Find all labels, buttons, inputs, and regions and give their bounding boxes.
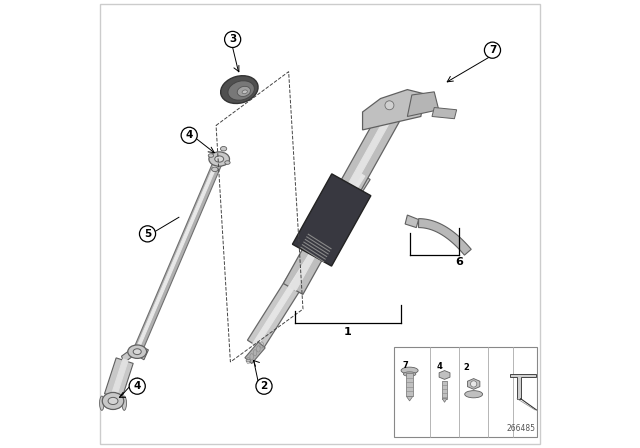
Circle shape [129,378,145,394]
Text: 5: 5 [144,229,151,239]
Polygon shape [442,399,447,402]
Text: 7: 7 [403,361,408,370]
Text: 266485: 266485 [506,424,535,433]
Ellipse shape [208,154,214,157]
Polygon shape [509,374,536,399]
Polygon shape [133,157,223,353]
Polygon shape [122,348,136,363]
Ellipse shape [242,90,248,94]
Ellipse shape [403,372,416,376]
Text: 2: 2 [260,381,268,391]
Ellipse shape [133,349,141,355]
Circle shape [140,226,156,242]
Polygon shape [419,219,471,255]
Ellipse shape [100,396,104,410]
Circle shape [484,42,500,58]
Polygon shape [245,342,265,364]
Ellipse shape [221,76,258,103]
Circle shape [225,31,241,47]
Text: 1: 1 [344,327,351,337]
Circle shape [470,381,477,387]
Polygon shape [135,158,220,352]
Text: 6: 6 [455,257,463,267]
Ellipse shape [225,161,230,164]
Ellipse shape [228,81,254,100]
Polygon shape [408,92,439,116]
Polygon shape [284,111,399,294]
Polygon shape [439,370,450,379]
Text: 2: 2 [463,363,469,372]
Ellipse shape [122,396,127,410]
Polygon shape [104,358,133,399]
Ellipse shape [128,345,147,358]
Text: 4: 4 [186,130,193,140]
Text: 4: 4 [134,381,141,391]
Polygon shape [405,215,419,228]
Ellipse shape [246,359,251,362]
Polygon shape [362,90,425,130]
Ellipse shape [465,391,483,398]
Polygon shape [136,346,148,360]
Polygon shape [292,174,371,266]
Polygon shape [111,359,128,396]
Bar [406,373,413,396]
Ellipse shape [215,156,224,162]
Ellipse shape [209,152,230,166]
Ellipse shape [102,392,124,409]
Ellipse shape [401,367,418,374]
Polygon shape [291,115,392,290]
Polygon shape [467,379,480,389]
Circle shape [181,127,197,143]
Text: 4: 4 [436,362,442,370]
Bar [442,381,447,399]
Bar [394,347,538,437]
Text: 3: 3 [229,34,236,44]
Circle shape [256,378,272,394]
Ellipse shape [220,146,227,151]
Polygon shape [248,170,370,350]
Circle shape [385,101,394,110]
Ellipse shape [237,86,250,96]
Polygon shape [406,396,413,401]
Polygon shape [253,173,365,346]
Ellipse shape [212,167,218,172]
Text: 7: 7 [489,45,496,55]
Ellipse shape [108,397,118,405]
Polygon shape [432,108,457,119]
